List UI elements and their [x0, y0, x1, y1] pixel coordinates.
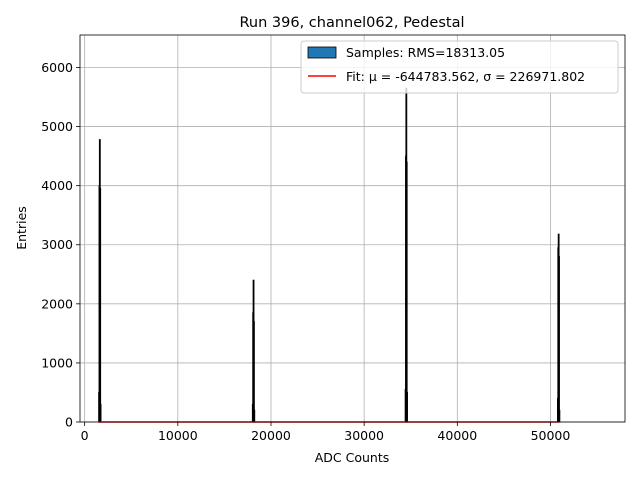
x-tick-label: 10000 — [158, 428, 198, 443]
x-tick-label: 50000 — [531, 428, 571, 443]
histogram-bar — [558, 256, 560, 423]
legend-fit-label: Fit: μ = -644783.562, σ = 226971.802 — [346, 69, 585, 84]
y-tick-label: 3000 — [41, 237, 73, 252]
y-tick-label: 4000 — [41, 178, 73, 193]
x-axis-label: ADC Counts — [315, 450, 390, 465]
legend-box — [300, 40, 619, 94]
x-tick-label: 40000 — [437, 428, 477, 443]
y-axis-label: Entries — [14, 206, 29, 250]
y-tick-label: 0 — [65, 415, 73, 430]
histogram-bar — [253, 321, 255, 423]
y-tick-label: 6000 — [41, 60, 73, 75]
histogram-bars — [98, 87, 561, 423]
y-axis-ticks: 0 1000 2000 3000 4000 5000 6000 — [41, 60, 80, 430]
legend-samples-label: Samples: RMS=18313.05 — [346, 45, 505, 60]
x-tick-label: 20000 — [251, 428, 291, 443]
x-axis-ticks: 0 10000 20000 30000 40000 50000 — [81, 422, 571, 443]
histogram-bar — [406, 392, 408, 423]
histogram-bar — [99, 188, 102, 423]
histogram-bar — [99, 403, 102, 423]
plot-frame — [79, 34, 626, 423]
legend-samples-patch — [307, 46, 337, 59]
y-tick-label: 5000 — [41, 119, 73, 134]
chart-title: Run 396, channel062, Pedestal — [239, 15, 464, 31]
x-tick-label: 30000 — [344, 428, 384, 443]
y-tick-label: 2000 — [41, 296, 73, 311]
histogram-bar — [405, 161, 408, 423]
y-tick-label: 1000 — [41, 355, 73, 370]
x-tick-label: 0 — [81, 428, 89, 443]
histogram-bar — [558, 409, 561, 423]
legend: Samples: RMS=18313.05 Fit: μ = -644783.5… — [300, 40, 619, 94]
histogram-bar — [253, 409, 256, 423]
